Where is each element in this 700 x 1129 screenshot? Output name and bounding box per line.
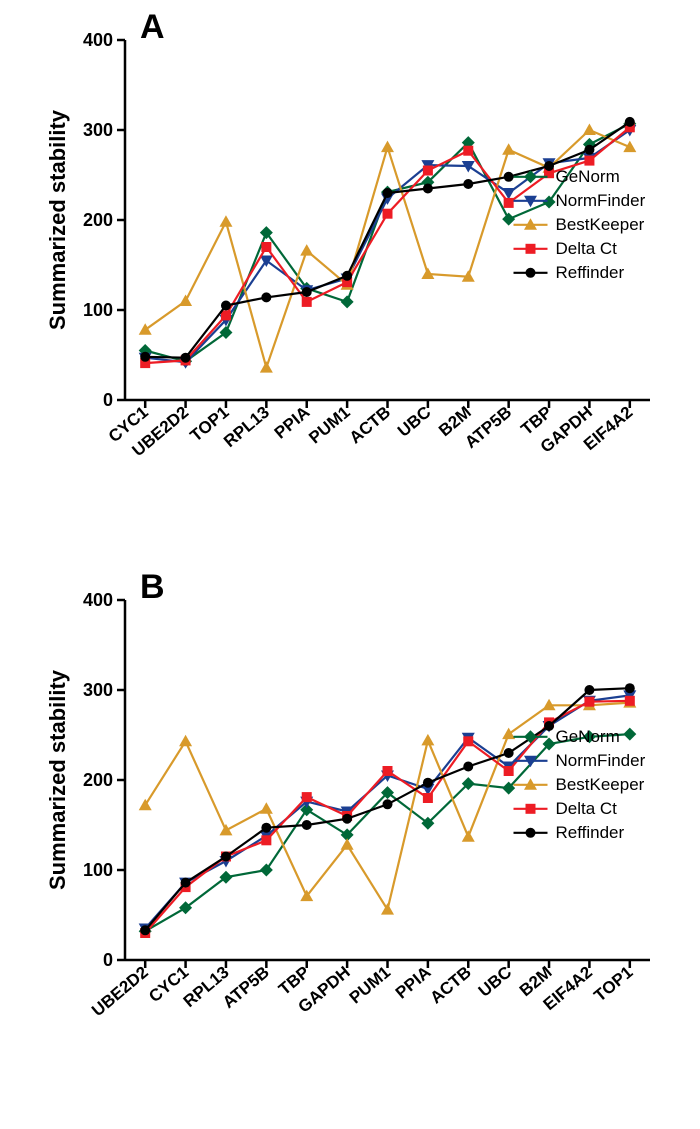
y-tick-label: 100 [83,300,113,320]
legend-label-bestkeeper: BestKeeper [556,215,645,234]
legend-label-reffinder: Reffinder [556,263,625,282]
y-tick-label: 200 [83,770,113,790]
legend-label-reffinder: Reffinder [556,823,625,842]
x-category-label: UBC [394,403,434,441]
legend-label-normfinder: NormFinder [556,751,646,770]
x-category-label: ATP5B [461,403,515,453]
panel-letter: A [140,10,165,46]
chart-panel-b: B 0 100 200 300 400 Summarized stability UBE2D2… [30,570,670,1110]
y-axis-label: Summarized stability [45,669,70,890]
x-category-label: ATP5B [219,963,273,1013]
y-tick-label: 0 [103,950,113,970]
y-axis-label: Summarized stability [45,109,70,330]
y-tick-label: 300 [83,120,113,140]
y-tick-label: 0 [103,390,113,410]
legend-label-bestkeeper: BestKeeper [556,775,645,794]
x-category-label: PUM1 [305,403,353,448]
y-tick-label: 400 [83,30,113,50]
chart-svg-a: A0100200300400Summarized stabilityCYC1UB… [30,10,670,550]
y-tick-label: 100 [83,860,113,880]
x-category-label: UBE2D2 [88,963,152,1021]
x-category-label: PPIA [271,403,314,443]
legend-label-normfinder: NormFinder [556,191,646,210]
x-category-label: UBC [475,963,515,1001]
y-tick-label: 300 [83,680,113,700]
legend-label-delta ct: Delta Ct [556,239,618,258]
legend-label-genorm: GeNorm [556,167,620,186]
x-category-label: PUM1 [346,963,394,1008]
panel-letter: B [140,570,165,606]
x-category-label: TOP1 [590,963,636,1006]
x-category-label: ACTB [346,403,394,448]
chart-svg-b: B 0 100 200 300 400 Summarized stability UBE2D2… [30,570,670,1110]
legend-label-delta ct: Delta Ct [556,799,618,818]
legend-label-genorm: GeNorm [556,727,620,746]
x-category-label: PPIA [392,963,435,1003]
chart-panel-a: A0100200300400Summarized stabilityCYC1UB… [30,10,670,550]
x-category-label: ACTB [426,963,474,1008]
x-category-label: RPL13 [220,403,273,452]
y-tick-label: 400 [83,590,113,610]
y-tick-label: 200 [83,210,113,230]
